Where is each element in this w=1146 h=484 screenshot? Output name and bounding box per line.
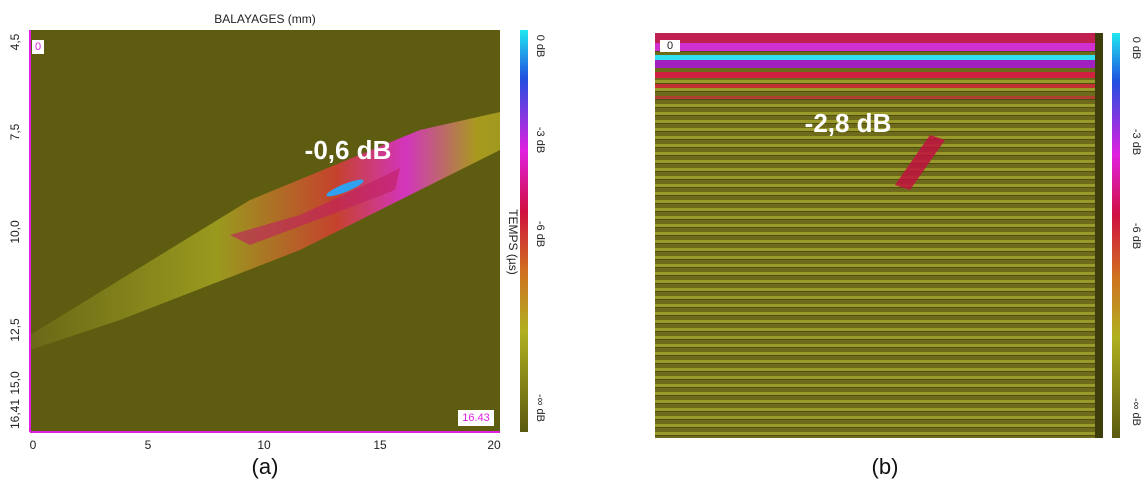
colorbar-label: -6 dB — [534, 221, 546, 247]
panel-title: BALAYAGES (mm) — [214, 12, 316, 26]
x-tick-label: 10 — [257, 438, 271, 452]
caption: (b) — [872, 454, 899, 479]
x-tick-label: 20 — [487, 438, 501, 452]
y-tick-label: 4,5 — [8, 33, 22, 50]
colorbar-label: 0 dB — [534, 35, 546, 58]
bscan-image — [655, 33, 1100, 438]
colorbar-label: -3 dB — [534, 127, 546, 153]
x-tick-label: 0 — [30, 438, 37, 452]
colorbar-label: -∞ dB — [534, 394, 546, 422]
y-tick-label: 12,5 — [8, 318, 22, 342]
echo-band — [30, 112, 500, 350]
annotation: -0,6 dB — [305, 135, 392, 165]
colorbar — [520, 30, 528, 432]
axis-label: TEMPS (µs) — [506, 209, 520, 275]
colorbar-label: -6 dB — [1130, 223, 1142, 249]
x-tick-label: 5 — [145, 438, 152, 452]
colorbar-label: -3 dB — [1130, 129, 1142, 155]
colorbar-label: 0 dB — [1130, 37, 1142, 60]
caption: (a) — [252, 454, 279, 479]
colorbar-label: -∞ dB — [1130, 398, 1142, 426]
annotation: -2,8 dB — [805, 108, 892, 138]
corner-label: 0 — [35, 41, 41, 53]
y-tick-label: 15,0 — [8, 371, 22, 395]
corner-label: 16.43 — [462, 412, 490, 424]
y-tick-label: 10,0 — [8, 220, 22, 244]
top-echo — [655, 33, 1103, 438]
colorbar — [1112, 33, 1120, 438]
y-tick-label: 7,5 — [8, 123, 22, 140]
x-tick-label: 15 — [373, 438, 387, 452]
y-tick-label: 16,41 — [8, 399, 22, 429]
corner-label: 0 — [667, 40, 673, 52]
